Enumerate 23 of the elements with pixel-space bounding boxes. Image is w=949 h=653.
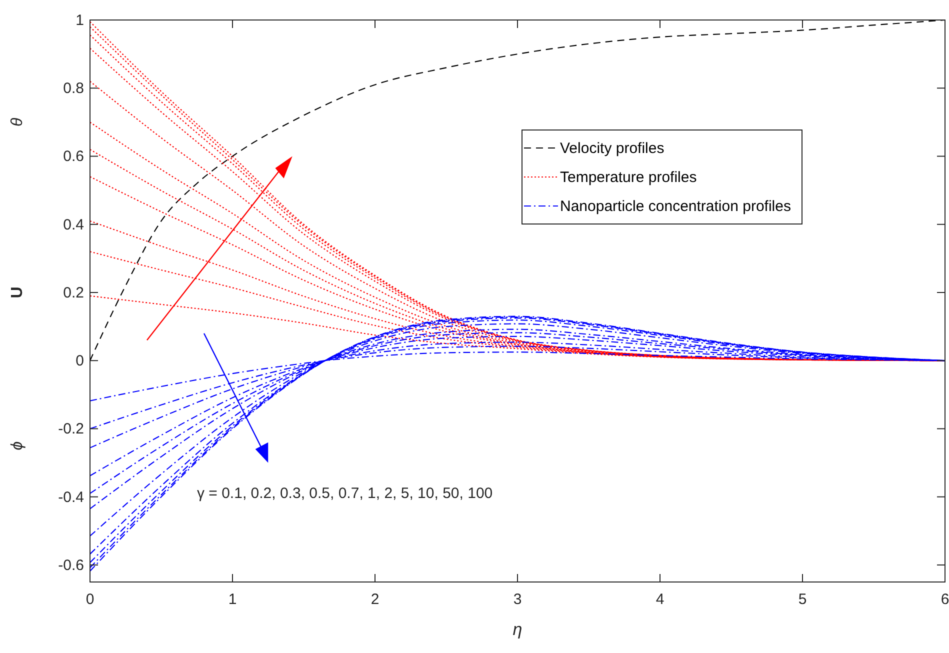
y-tick-label: 0.6 [63,148,84,166]
annotation: γ = 0.1, 0.2, 0.3, 0.5, 0.7, 1, 2, 5, 10, 50, 100 [197,485,493,502]
x-tick-label: 5 [798,591,807,608]
y-tick-label: 0.2 [63,284,84,302]
text: θ [9,118,26,127]
y-tick-label: 1 [76,12,84,29]
legend-label: Temperature profiles [560,169,697,186]
x-tick-label: 2 [370,591,380,608]
x-tick-label: 1 [228,591,237,608]
y-tick-label: -0.4 [58,488,84,506]
x-axis-title: η [512,620,522,639]
y-tick-label: -0.6 [58,556,84,574]
y-tick-label: 0.8 [63,80,84,98]
text: ϕ [9,441,26,450]
y-tick-label: -0.2 [58,420,84,438]
x-tick-label: 4 [656,591,664,608]
legend-label: Nanoparticle concentration profiles [560,198,791,215]
y-axis-title: U [9,286,26,298]
y-tick-label: 0.4 [63,216,84,234]
x-tick-label: 6 [940,591,949,608]
y-tick-label: 0 [76,352,84,370]
x-tick-label: 3 [513,591,522,608]
legend-label: Velocity profiles [560,140,664,157]
